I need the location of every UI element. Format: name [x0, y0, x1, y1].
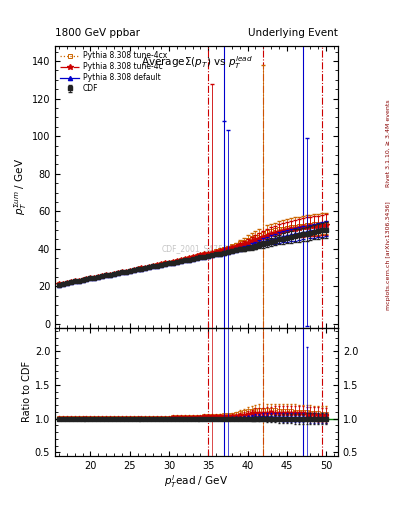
Pythia 8.308 default	[324, 226, 329, 232]
Text: mcplots.cern.ch [arXiv:1306.3436]: mcplots.cern.ch [arXiv:1306.3436]	[386, 202, 391, 310]
Pythia 8.308 tune-4c	[108, 271, 112, 278]
Pythia 8.308 tune-4cx	[147, 264, 152, 270]
Pythia 8.308 tune-4c	[76, 278, 81, 284]
Pythia 8.308 tune-4cx	[324, 220, 329, 226]
Pythia 8.308 tune-4cx	[76, 278, 81, 284]
Pythia 8.308 default	[92, 274, 97, 281]
Pythia 8.308 tune-4cx	[92, 274, 97, 281]
Pythia 8.308 default	[147, 264, 152, 270]
Pythia 8.308 tune-4cx	[143, 265, 148, 271]
Legend: Pythia 8.308 tune-4cx, Pythia 8.308 tune-4c, Pythia 8.308 default, CDF: Pythia 8.308 tune-4cx, Pythia 8.308 tune…	[59, 50, 168, 95]
Pythia 8.308 tune-4c	[92, 274, 97, 281]
Pythia 8.308 default	[76, 278, 81, 284]
Pythia 8.308 tune-4c	[324, 222, 329, 228]
Pythia 8.308 tune-4c	[57, 281, 61, 287]
Text: Rivet 3.1.10, ≥ 3.4M events: Rivet 3.1.10, ≥ 3.4M events	[386, 99, 391, 187]
Line: Pythia 8.308 tune-4cx: Pythia 8.308 tune-4cx	[57, 221, 328, 286]
Text: CDF_2001_S4751469: CDF_2001_S4751469	[162, 244, 243, 253]
Pythia 8.308 tune-4cx	[108, 271, 112, 278]
Y-axis label: $p_T^{\Sigma um}$ / GeV: $p_T^{\Sigma um}$ / GeV	[12, 158, 29, 216]
Text: 1800 GeV ppbar: 1800 GeV ppbar	[55, 28, 140, 38]
Pythia 8.308 tune-4cx	[57, 281, 61, 287]
Line: Pythia 8.308 tune-4c: Pythia 8.308 tune-4c	[56, 222, 329, 287]
Pythia 8.308 default	[143, 265, 148, 271]
Pythia 8.308 default	[108, 272, 112, 278]
Y-axis label: Ratio to CDF: Ratio to CDF	[22, 361, 32, 422]
Pythia 8.308 default	[210, 252, 215, 258]
Text: Underlying Event: Underlying Event	[248, 28, 338, 38]
X-axis label: $p_T^{l}$ead / GeV: $p_T^{l}$ead / GeV	[164, 473, 229, 490]
Pythia 8.308 tune-4cx	[210, 249, 215, 255]
Pythia 8.308 tune-4c	[143, 265, 148, 271]
Pythia 8.308 tune-4c	[210, 249, 215, 255]
Pythia 8.308 default	[57, 282, 61, 288]
Pythia 8.308 tune-4c	[147, 264, 152, 270]
Line: Pythia 8.308 default: Pythia 8.308 default	[57, 227, 328, 287]
Text: Average$\Sigma(p_T)$ vs $p_T^{lead}$: Average$\Sigma(p_T)$ vs $p_T^{lead}$	[141, 55, 252, 71]
